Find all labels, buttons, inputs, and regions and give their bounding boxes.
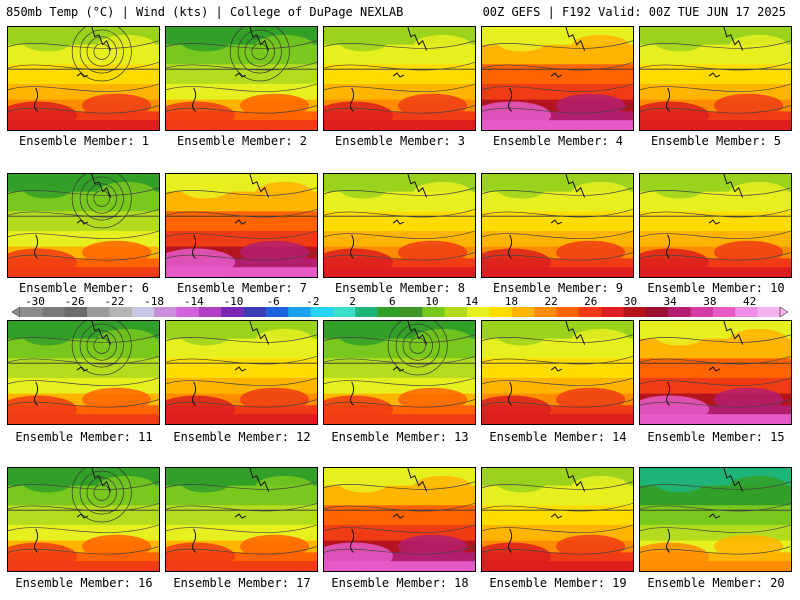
colorbar-swatch	[511, 307, 535, 317]
colorbar-swatch	[578, 307, 602, 317]
ensemble-member-label: Ensemble Member: 1	[18, 134, 150, 148]
ensemble-member-label: Ensemble Member: 4	[492, 134, 624, 148]
ensemble-member-label: Ensemble Member: 11	[15, 430, 153, 444]
colorbar-max-arrow	[779, 307, 788, 317]
ensemble-member-label: Ensemble Member: 2	[176, 134, 308, 148]
ensemble-member-map	[639, 173, 792, 278]
ensemble-member-label: Ensemble Member: 14	[489, 430, 627, 444]
colorbar-swatch	[735, 307, 758, 317]
colorbar-swatch	[221, 307, 244, 317]
colorbar-tick-label: 10	[425, 295, 439, 308]
colorbar-tick-label: -22	[104, 295, 125, 308]
colorbar-swatch	[288, 307, 311, 317]
colorbar-tick-label: 2	[349, 295, 356, 308]
colorbar-swatch	[377, 307, 401, 317]
colorbar-swatch	[444, 307, 468, 317]
ensemble-member-label: Ensemble Member: 9	[492, 281, 624, 295]
colorbar-swatch	[355, 307, 378, 317]
ensemble-member-label: Ensemble Member: 3	[334, 134, 466, 148]
ensemble-member-map	[323, 26, 476, 131]
colorbar-swatch	[601, 307, 624, 317]
ensemble-member-label: Ensemble Member: 10	[647, 281, 785, 295]
colorbar-min-arrow	[12, 307, 21, 317]
ensemble-member-map	[323, 467, 476, 572]
colorbar-swatch	[154, 307, 177, 317]
colorbar-swatch	[757, 307, 781, 317]
colorbar-tick-label: -2	[306, 295, 320, 308]
ensemble-member-label: Ensemble Member: 13	[331, 430, 469, 444]
ensemble-member-label: Ensemble Member: 20	[647, 576, 785, 590]
ensemble-member-map	[7, 26, 160, 131]
colorbar-tick-label: 26	[584, 295, 598, 308]
ensemble-member-label: Ensemble Member: 16	[15, 576, 153, 590]
colorbar-swatch	[645, 307, 669, 317]
colorbar-swatch	[109, 307, 133, 317]
colorbar-swatch	[668, 307, 691, 317]
ensemble-member-map	[7, 320, 160, 425]
colorbar-tick-label: -10	[223, 295, 244, 308]
ensemble-member-label: Ensemble Member: 19	[489, 576, 627, 590]
colorbar-tick-label: 14	[465, 295, 479, 308]
colorbar-tick-label: 18	[504, 295, 519, 308]
colorbar-swatch	[400, 307, 423, 317]
colorbar-tick-label: 30	[623, 295, 638, 308]
colorbar-swatch	[489, 307, 513, 317]
ensemble-member-map	[639, 467, 792, 572]
colorbar-swatch	[690, 307, 714, 317]
colorbar-swatch	[198, 307, 222, 317]
ensemble-member-map	[165, 173, 318, 278]
colorbar-swatch	[712, 307, 736, 317]
ensemble-member-label: Ensemble Member: 12	[173, 430, 311, 444]
colorbar-tick-label: 22	[544, 295, 558, 308]
colorbar-tick-label: -30	[25, 295, 45, 308]
colorbar-swatch	[243, 307, 267, 317]
colorbar-tick-label: -14	[183, 295, 204, 308]
colorbar-swatch	[534, 307, 557, 317]
ensemble-member-label: Ensemble Member: 7	[176, 281, 308, 295]
colorbar-tick-label: 42	[742, 295, 757, 308]
colorbar-tick-label: -26	[64, 295, 85, 308]
ensemble-member-map	[323, 173, 476, 278]
colorbar-swatch	[42, 307, 66, 317]
ensemble-member-label: Ensemble Member: 17	[173, 576, 311, 590]
ensemble-member-map	[481, 173, 634, 278]
ensemble-member-label: Ensemble Member: 6	[18, 281, 150, 295]
temperature-colorbar	[12, 307, 788, 317]
ensemble-member-map	[165, 320, 318, 425]
ensemble-member-map	[481, 467, 634, 572]
colorbar-tick-label: -18	[144, 295, 165, 308]
colorbar-tick-label: 6	[388, 295, 396, 308]
ensemble-member-label: Ensemble Member: 8	[334, 281, 466, 295]
ensemble-member-map	[165, 26, 318, 131]
ensemble-member-map	[165, 467, 318, 572]
ensemble-member-map	[7, 467, 160, 572]
colorbar-swatch	[556, 307, 580, 317]
run-valid-time: 00Z GEFS | F192 Valid: 00Z TUE JUN 17 20…	[482, 5, 786, 19]
colorbar-swatch	[87, 307, 110, 317]
ensemble-member-map	[7, 173, 160, 278]
ensemble-member-map	[639, 26, 792, 131]
colorbar-swatch	[265, 307, 289, 317]
colorbar-tick-label: 38	[703, 295, 717, 308]
colorbar-swatch	[64, 307, 88, 317]
ensemble-member-label: Ensemble Member: 15	[647, 430, 785, 444]
colorbar-swatch	[422, 307, 446, 317]
colorbar-tick-label: -6	[266, 295, 280, 308]
colorbar-tick-label: 34	[663, 295, 677, 308]
ensemble-member-map	[481, 26, 634, 131]
ensemble-member-map	[323, 320, 476, 425]
ensemble-member-label: Ensemble Member: 5	[650, 134, 782, 148]
colorbar-swatch	[467, 307, 490, 317]
colorbar-swatch	[332, 307, 356, 317]
map-title: 850mb Temp (°C) | Wind (kts) | College o…	[6, 5, 404, 19]
ensemble-member-label: Ensemble Member: 18	[331, 576, 469, 590]
colorbar-swatch	[176, 307, 200, 317]
colorbar-swatch	[623, 307, 647, 317]
ensemble-member-map	[639, 320, 792, 425]
ensemble-member-map	[481, 320, 634, 425]
colorbar-swatch	[310, 307, 334, 317]
colorbar-swatch	[20, 307, 43, 317]
colorbar-swatch	[131, 307, 155, 317]
